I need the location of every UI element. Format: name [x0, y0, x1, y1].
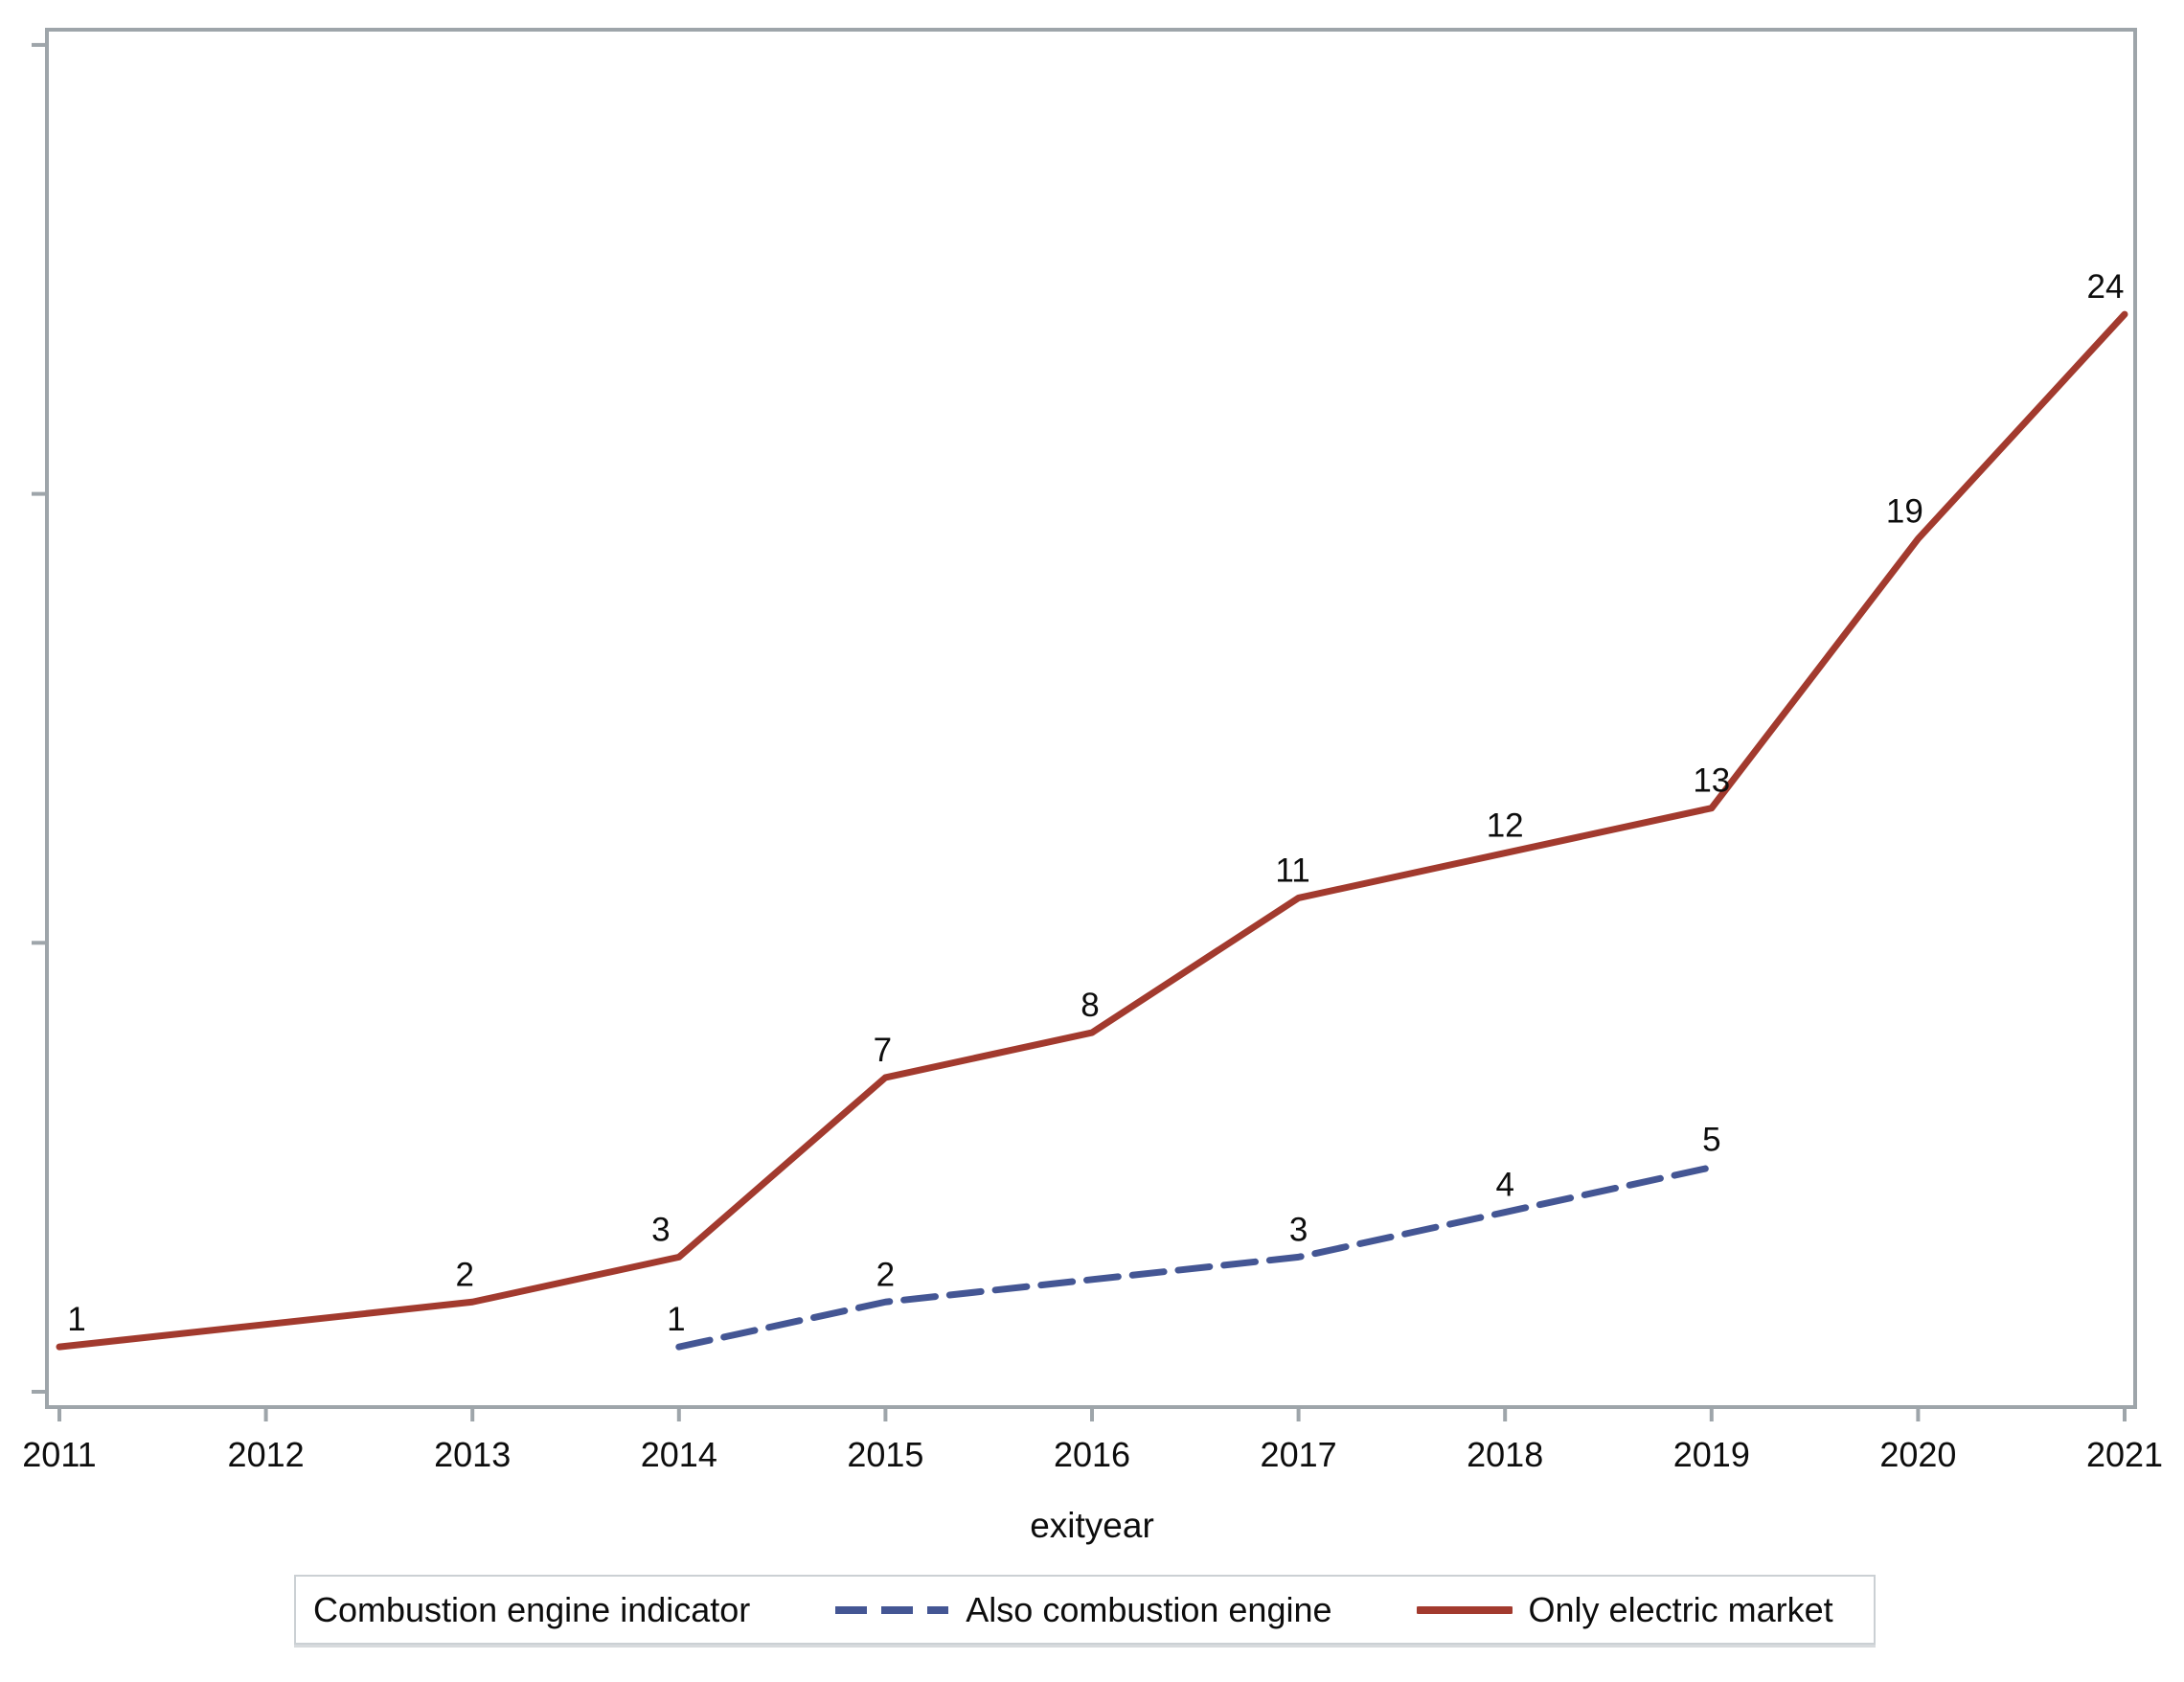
solid-line-sample-icon	[1416, 1602, 1513, 1618]
x-tick-label: 2019	[1673, 1435, 1750, 1474]
data-label: 2	[876, 1256, 895, 1293]
dashed-line-sample-icon	[834, 1602, 949, 1618]
data-label: 24	[2087, 268, 2125, 306]
x-tick-label: 2016	[1054, 1435, 1130, 1474]
x-tick-label: 2021	[2086, 1435, 2163, 1474]
data-label: 1	[67, 1301, 85, 1338]
axis-frame	[45, 28, 2137, 1409]
series-line-also-combustion	[675, 1164, 1716, 1351]
data-label: 3	[651, 1211, 670, 1248]
x-tick-label: 2011	[22, 1435, 96, 1474]
x-tick-label: 2018	[1467, 1435, 1543, 1474]
data-label: 7	[874, 1032, 892, 1069]
x-axis-title: exityear	[1030, 1506, 1154, 1545]
data-label: 19	[1886, 492, 1923, 530]
plot-frame	[45, 28, 2137, 1409]
data-label: 11	[1275, 852, 1309, 889]
axes: 2011 2012 2013 2014 2015 2016 2017 2018 2019 2020…	[22, 42, 2163, 1545]
series-line-only-electric	[56, 310, 2128, 1351]
x-tick-label: 2017	[1261, 1435, 1337, 1474]
legend-label-also-combustion-engine: Also combustion engine	[966, 1589, 1332, 1629]
data-label: 1	[667, 1301, 685, 1338]
data-label: 12	[1487, 807, 1524, 845]
legend-label-only-electric-market: Only electric market	[1528, 1589, 1833, 1629]
data-label: 2	[455, 1256, 473, 1293]
data-label: 5	[1702, 1122, 1720, 1159]
data-label: 13	[1693, 762, 1730, 800]
legend-title: Combustion engine indicator	[313, 1589, 751, 1629]
data-label: 3	[1289, 1211, 1308, 1248]
x-tick-label: 2014	[641, 1435, 717, 1474]
series-lines	[56, 310, 2128, 1351]
legend: Combustion engine indicator Also combust…	[294, 1575, 1876, 1645]
x-tick-label: 2020	[1879, 1435, 1956, 1474]
data-label: 8	[1081, 987, 1099, 1024]
x-tick-label: 2012	[228, 1435, 305, 1474]
data-label: 4	[1495, 1167, 1513, 1204]
x-tick-label: 2015	[847, 1435, 923, 1474]
x-tick-label: 2013	[434, 1435, 511, 1474]
